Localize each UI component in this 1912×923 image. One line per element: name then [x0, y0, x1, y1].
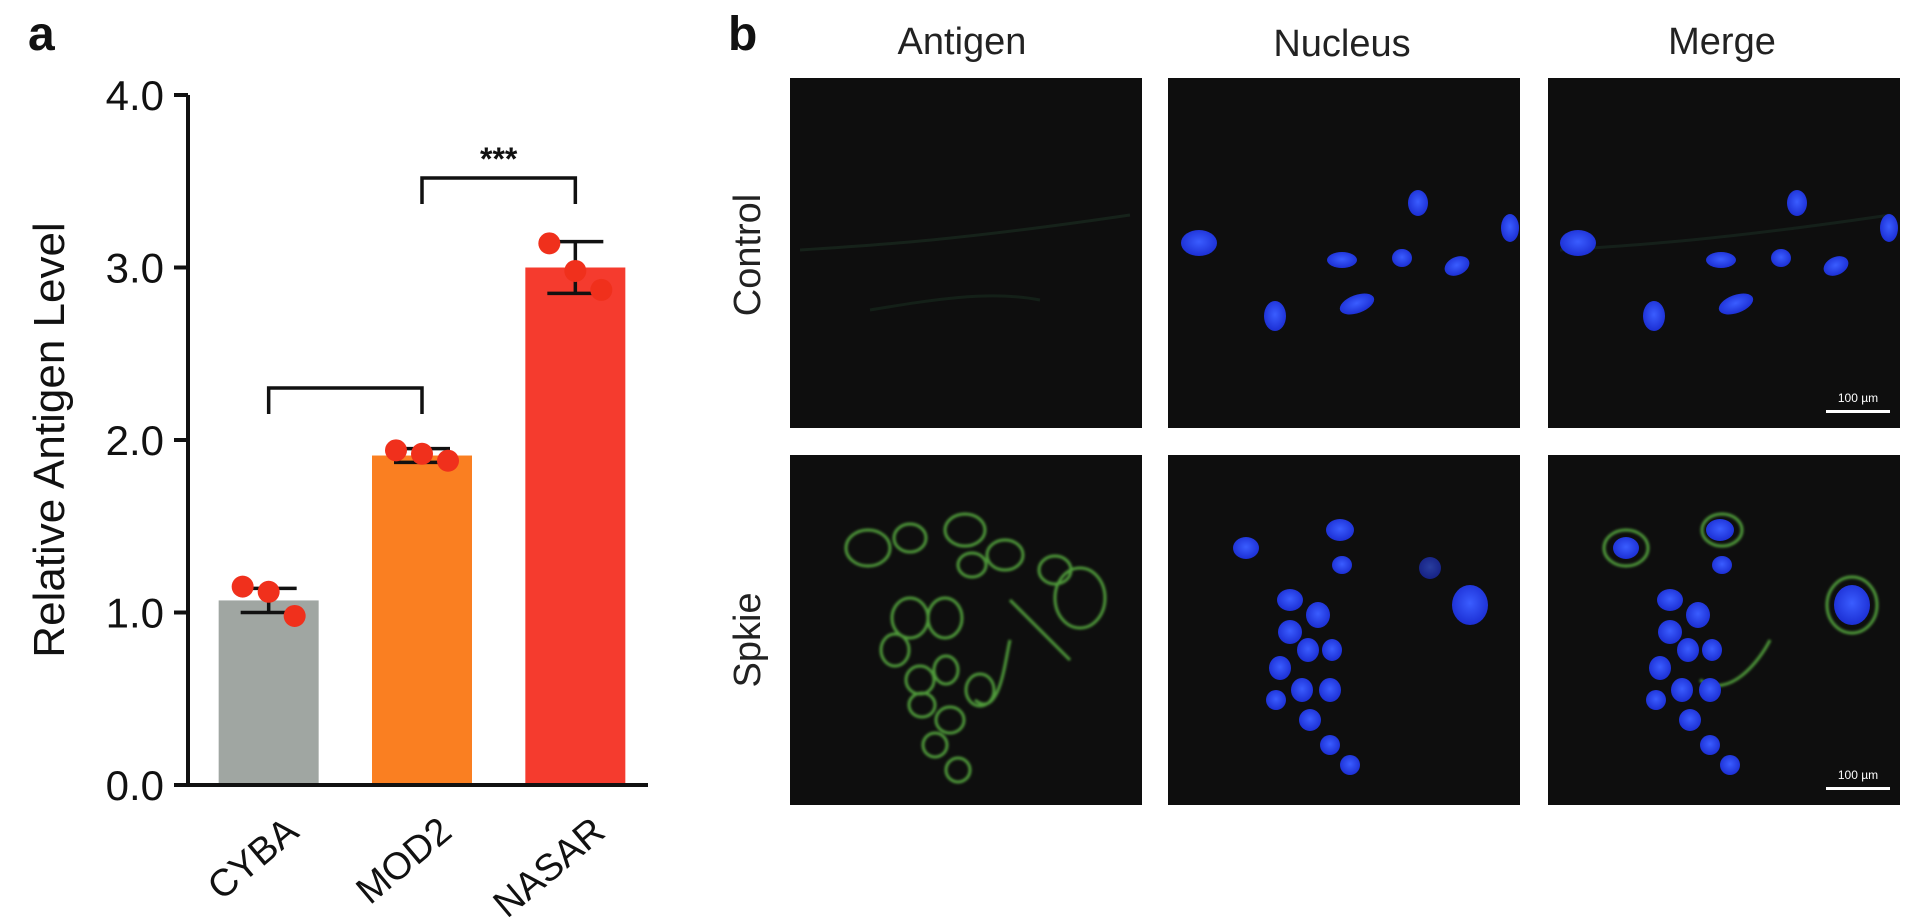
- bar-mod2: [372, 455, 472, 783]
- column-header-antigen: Antigen: [898, 21, 1027, 63]
- image-spkie-antigen: [790, 455, 1142, 805]
- y-tick-label: 4.0: [106, 72, 164, 119]
- x-category-label: CYBA: [200, 809, 307, 908]
- bar-chart: 0.0 1.0 2.0 3.0 4.0 CYBA MOD2 NASAR ***: [106, 72, 648, 923]
- data-point: [257, 580, 280, 603]
- column-header-nucleus: Nucleus: [1273, 23, 1410, 65]
- x-category-label: NASAR: [486, 810, 613, 923]
- row-header-spkie: Spkie: [727, 592, 769, 687]
- scale-bar-label: 100 µm: [1838, 768, 1878, 782]
- data-point: [385, 439, 407, 462]
- data-point: [437, 449, 459, 472]
- data-point: [283, 604, 306, 627]
- image-spkie-merge: 100 µm: [1548, 455, 1900, 805]
- y-tick-label: 1.0: [106, 590, 164, 637]
- panel-a-label: a: [28, 8, 55, 61]
- x-category-label: MOD2: [349, 810, 460, 913]
- image-spkie-nucleus: [1168, 455, 1520, 805]
- image-control-merge: 100 µm: [1548, 78, 1900, 428]
- significance-label: ***: [480, 141, 518, 177]
- scale-bar: [1826, 787, 1890, 790]
- bar-nasar: [525, 267, 626, 783]
- scale-bar-label: 100 µm: [1838, 391, 1878, 405]
- y-tick-label: 2.0: [106, 417, 164, 464]
- panel-b-label: b: [728, 8, 757, 61]
- y-tick-label: 3.0: [106, 245, 164, 292]
- image-control-nucleus: [1168, 78, 1520, 428]
- data-point: [538, 232, 561, 255]
- image-control-antigen: [790, 78, 1142, 428]
- y-axis-title: Relative Antigen Level: [25, 222, 74, 657]
- data-point: [590, 278, 613, 301]
- significance-bracket: [266, 386, 424, 414]
- y-tick-label: 0.0: [106, 762, 164, 809]
- data-point: [564, 259, 587, 282]
- data-point: [231, 575, 254, 598]
- bar-cyba: [218, 600, 319, 783]
- column-header-merge: Merge: [1668, 21, 1776, 63]
- data-point: [411, 442, 433, 465]
- row-header-control: Control: [727, 194, 769, 317]
- significance-bracket: [420, 176, 578, 204]
- scale-bar: [1826, 410, 1890, 413]
